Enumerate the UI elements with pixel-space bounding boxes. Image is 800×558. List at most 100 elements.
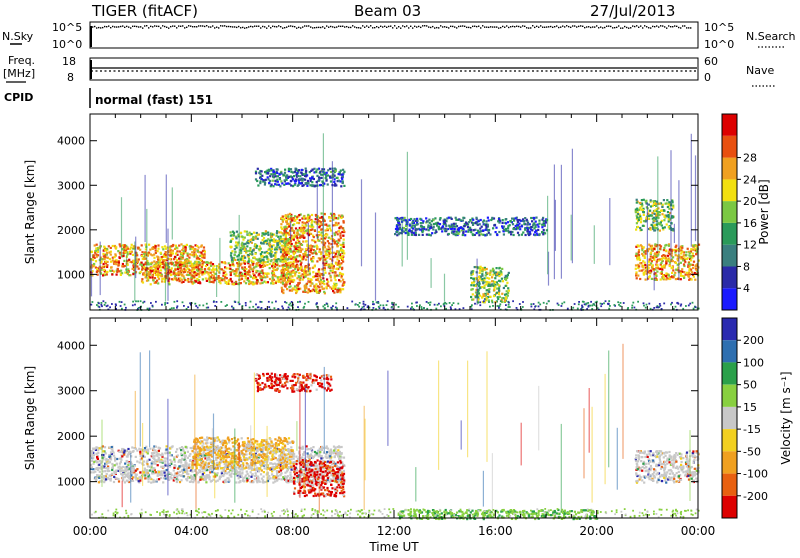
scatter-cell	[286, 223, 288, 225]
scatter-cell	[395, 217, 397, 219]
scatter-cell	[332, 270, 334, 272]
scatter-cell	[336, 250, 338, 252]
scatter-cell	[315, 279, 317, 281]
scatter-cell	[321, 177, 323, 179]
scatter-cell	[175, 245, 177, 247]
scatter-cell	[284, 174, 286, 176]
scatter-cell	[489, 306, 491, 308]
scatter-cell	[272, 278, 274, 280]
scatter-cell	[675, 269, 677, 271]
scatter-cell	[307, 182, 309, 184]
scatter-cell	[666, 199, 668, 201]
scatter-cell	[331, 267, 333, 269]
nsky-point	[650, 27, 651, 28]
nsky-point	[268, 25, 269, 26]
scatter-cell	[419, 218, 421, 220]
scatter-cell	[205, 277, 207, 279]
scatter-cell	[219, 277, 221, 279]
scatter-cell	[99, 306, 101, 308]
scatter-cell	[128, 259, 130, 261]
scatter-cell	[272, 185, 274, 187]
nsky-point	[354, 26, 355, 27]
scatter-cell	[233, 257, 235, 259]
nsky-point	[408, 27, 409, 28]
scatter-cell	[462, 234, 464, 236]
nsky-point	[576, 26, 577, 27]
scatter-cell	[422, 229, 424, 231]
scatter-cell	[278, 246, 280, 248]
scatter-cell	[280, 172, 282, 174]
nsky-point	[480, 27, 481, 28]
scatter-cell	[498, 267, 500, 269]
scatter-cell	[268, 182, 270, 184]
nsky-point	[316, 27, 317, 28]
scatter-cell	[279, 265, 281, 267]
nsky-point	[188, 25, 189, 26]
scatter-cell	[663, 210, 665, 212]
scatter-cell	[505, 218, 507, 220]
scatter-cell	[180, 267, 182, 269]
scatter-cell	[281, 182, 283, 184]
scatter-cell	[280, 223, 282, 225]
scatter-cell	[270, 173, 272, 175]
scatter-cell	[288, 218, 290, 220]
scatter-cell	[174, 301, 176, 303]
nsky-point	[448, 27, 449, 28]
scatter-cell	[192, 254, 194, 256]
scatter-cell	[199, 262, 201, 264]
nsky-point	[524, 26, 525, 27]
freq-label-line2: [MHz]	[3, 67, 35, 80]
scatter-cell	[149, 269, 151, 271]
scatter-cell	[659, 223, 661, 225]
scatter-cell	[663, 303, 665, 305]
scatter-cell	[482, 270, 484, 272]
scatter-cell	[333, 252, 335, 254]
nsky-point	[550, 26, 551, 27]
scatter-cell	[108, 251, 110, 253]
scatter-cell	[291, 229, 293, 231]
scatter-cell	[290, 258, 292, 260]
scatter-cell	[324, 224, 326, 226]
scatter-cell	[387, 300, 389, 302]
scatter-cell	[643, 214, 645, 216]
scatter-cell	[682, 308, 684, 310]
scatter-cell	[340, 217, 342, 219]
scatter-cell	[342, 242, 344, 244]
scatter-cell	[373, 307, 375, 309]
scatter-cell	[317, 285, 319, 287]
scatter-cell	[259, 245, 261, 247]
scatter-cell	[188, 257, 190, 259]
scatter-cell	[293, 261, 295, 263]
scatter-streak	[657, 156, 658, 251]
nsky-tick-bottom: 10^0	[52, 38, 82, 51]
scatter-cell	[267, 261, 269, 263]
scatter-cell	[284, 227, 286, 229]
scatter-cell	[170, 251, 172, 253]
scatter-cell	[235, 283, 237, 285]
scatter-cell	[502, 280, 504, 282]
scatter-cell	[415, 229, 417, 231]
scatter-cell	[508, 302, 510, 304]
scatter-cell	[199, 282, 201, 284]
scatter-streak	[146, 209, 147, 279]
station-title: TIGER (fitACF)	[91, 2, 198, 20]
scatter-cell	[664, 267, 666, 269]
scatter-cell	[681, 247, 683, 249]
scatter-cell	[590, 301, 592, 303]
nsky-point	[562, 25, 563, 26]
scatter-cell	[182, 247, 184, 249]
scatter-cell	[157, 244, 159, 246]
scatter-cell	[470, 277, 472, 279]
scatter-cell	[302, 279, 304, 281]
scatter-cell	[264, 183, 266, 185]
scatter-cell	[493, 270, 495, 272]
scatter-cell	[648, 261, 650, 263]
nsky-point	[634, 26, 635, 27]
scatter-cell	[340, 226, 342, 228]
scatter-cell	[321, 231, 323, 233]
scatter-cell	[297, 175, 299, 177]
scatter-cell	[252, 269, 254, 271]
scatter-cell	[307, 180, 309, 182]
scatter-cell	[271, 248, 273, 250]
scatter-cell	[685, 254, 687, 256]
